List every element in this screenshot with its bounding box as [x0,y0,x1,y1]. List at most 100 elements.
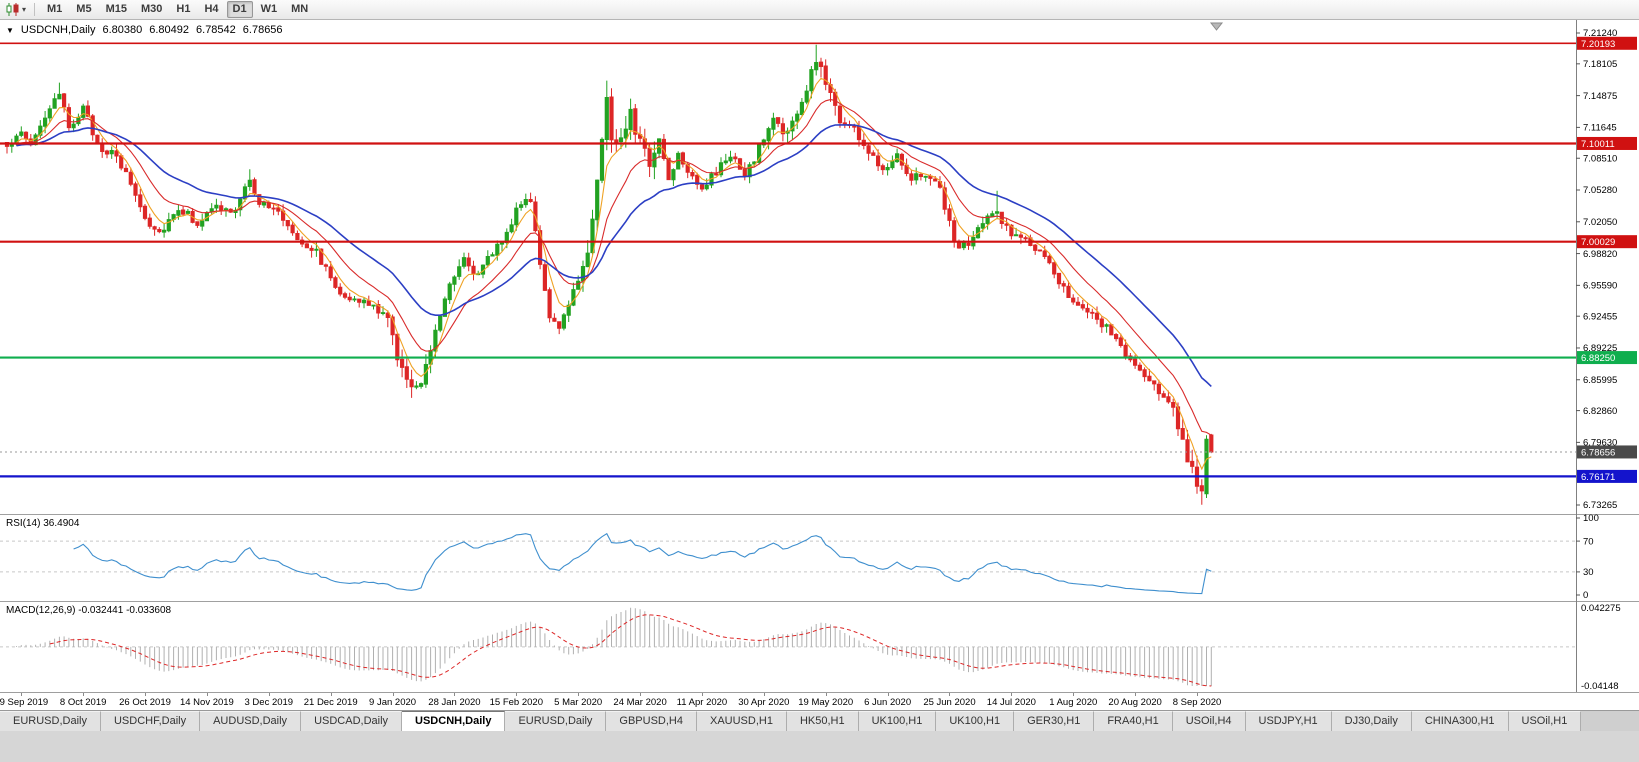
price-tick-label: 7.11645 [1583,123,1617,134]
date-tick-mark [1135,693,1137,696]
chart-tab-usdcnh-daily[interactable]: USDCNH,Daily [402,711,506,731]
price-tick-label: 6.73265 [1583,500,1617,511]
price-tick-label: 6.95590 [1583,281,1617,292]
candlestick-chart-icon[interactable] [5,3,20,16]
chart-type-dropdown-icon[interactable]: ▾ [22,5,27,14]
date-tick-mark [763,693,765,696]
ma-line-5 [16,77,1212,471]
date-label: 19 May 2020 [798,697,854,708]
date-tick-mark [1073,693,1075,696]
chart-tab-uk100-h1[interactable]: UK100,H1 [858,711,937,731]
chart-tab-uk100-h1[interactable]: UK100,H1 [936,711,1015,731]
date-tick-mark [825,693,827,696]
price-tick-label: 7.05280 [1583,185,1617,196]
chart-tab-dj30-daily[interactable]: DJ30,Daily [1331,711,1412,731]
date-label: 21 Dec 2019 [303,697,358,708]
chart-tab-audusd-daily[interactable]: AUDUSD,Daily [200,711,302,731]
rsi-line [73,532,1212,595]
price-badge [1577,136,1637,150]
date-tick-mark [949,693,951,696]
date-label: 28 Jan 2020 [428,697,481,708]
price-tick-label: 7.08510 [1583,153,1617,164]
chart-tab-usdchf-daily[interactable]: USDCHF,Daily [100,711,201,731]
macd-indicator-panel[interactable]: 0.042275 -0.04148 [0,601,1639,692]
price-badge-label: 6.88250 [1581,353,1615,364]
timeframe-button-w1[interactable]: W1 [260,3,278,15]
timeframe-button-h4[interactable]: H4 [204,3,219,15]
candles-down [4,57,1214,505]
date-tick-mark [640,693,642,696]
date-label: 30 Apr 2020 [738,697,790,708]
price-badge-label: 6.76171 [1581,472,1615,483]
rsi-tick-label: 30 [1583,567,1594,578]
price-tick-label: 6.98820 [1583,249,1617,260]
macd-indicator-label: MACD(12,26,9) -0.032441 -0.033608 [6,605,172,616]
chart-tab-eurusd-daily[interactable]: EURUSD,Daily [505,711,607,731]
chart-tab-ger30-h1[interactable]: GER30,H1 [1014,711,1095,731]
timeframe-button-h1[interactable]: H1 [176,3,191,15]
date-label: 15 Feb 2020 [489,697,543,708]
timeframe-button-m1[interactable]: M1 [47,3,63,15]
date-tick-mark [701,693,703,696]
price-chart-canvas[interactable]: 7.21240 7.18105 7.14875 7.11645 7.08510 7.052… [0,20,1639,514]
timeframe-button-m30[interactable]: M30 [140,3,163,15]
macd-signal-line [49,614,1212,687]
quote-symbol: USDCNH,Daily [20,24,96,36]
time-axis[interactable]: 19 Sep 2019 8 Oct 2019 26 Oct 2019 14 Nov 2… [0,692,1639,711]
chart-tab-usoil-h4[interactable]: USOil,H4 [1172,711,1246,731]
date-label: 25 Jun 2020 [923,697,976,708]
chart-tab-usoil-h1[interactable]: USOil,H1 [1508,711,1582,731]
price-tick-label: 7.02050 [1583,217,1617,228]
date-label: 24 Mar 2020 [613,697,667,708]
chart-tab-usdcad-daily[interactable]: USDCAD,Daily [301,711,403,731]
chart-tab-gbpusd-h4[interactable]: GBPUSD,H4 [606,711,697,731]
quote-open: 6.80380 [102,24,143,36]
status-strip [0,731,1639,762]
price-tick-label: 6.85995 [1583,375,1617,386]
price-tick-label: 7.18105 [1583,59,1617,70]
date-tick-mark [330,693,332,696]
timeframe-button-m5[interactable]: M5 [76,3,92,15]
price-badge-label: 6.78656 [1581,447,1615,458]
chart-tab-eurusd-daily[interactable]: EURUSD,Daily [0,711,101,731]
chart-shift-marker[interactable] [1209,22,1224,31]
timeframe-button-m15[interactable]: M15 [105,3,127,15]
rsi-tick-label: 70 [1583,536,1594,547]
price-badge [1577,235,1637,249]
date-tick-mark [83,693,85,696]
date-label: 19 Sep 2019 [0,697,49,708]
date-tick-mark [516,693,518,696]
price-badge [1577,351,1637,365]
date-tick-mark [1197,693,1198,696]
chart-area[interactable]: 7.21240 7.18105 7.14875 7.11645 7.08510 7.052… [0,20,1639,711]
date-tick-mark [392,693,394,696]
chart-tab-xauusd-h1[interactable]: XAUUSD,H1 [696,711,787,731]
price-badge-label: 7.00029 [1581,237,1615,248]
date-tick-mark [454,693,456,696]
timeframe-buttons: M1 M5 M15 M30 H1 H4 D1 W1 MN [40,1,315,18]
rsi-indicator-label: RSI(14) 36.4904 [6,518,80,529]
date-label: 20 Aug 2020 [1108,697,1162,708]
quote-line: ▼ USDCNH,Daily 6.80380 6.80492 6.78542 6… [6,24,283,36]
rsi-indicator-panel[interactable]: 100 70 30 0 [0,514,1639,601]
date-label: 14 Jul 2020 [986,697,1036,708]
candlestick-chart-icon-glyph [6,3,19,16]
price-badge-label: 7.10011 [1581,139,1615,150]
date-tick-mark [578,693,580,696]
timeframe-button-mn[interactable]: MN [291,3,309,15]
quote-high: 6.80492 [149,24,190,36]
chart-tab-usdjpy-h1[interactable]: USDJPY,H1 [1245,711,1332,731]
price-badge [1577,469,1637,483]
chart-tab-fra40-h1[interactable]: FRA40,H1 [1094,711,1173,731]
price-badge [1577,36,1637,50]
rsi-tick-label: 100 [1583,514,1599,524]
one-click-trading-arrow-icon[interactable]: ▼ [6,25,14,35]
chart-tab-hk50-h1[interactable]: HK50,H1 [786,711,859,731]
rsi-tick-label: 0 [1583,590,1588,601]
candles-up [9,44,1209,498]
price-tick-label: 6.89225 [1583,343,1617,354]
timeframe-button-d1[interactable]: D1 [226,1,253,18]
chart-tab-china300-h1[interactable]: CHINA300,H1 [1411,711,1509,731]
price-tick-label: 7.21240 [1583,28,1617,39]
